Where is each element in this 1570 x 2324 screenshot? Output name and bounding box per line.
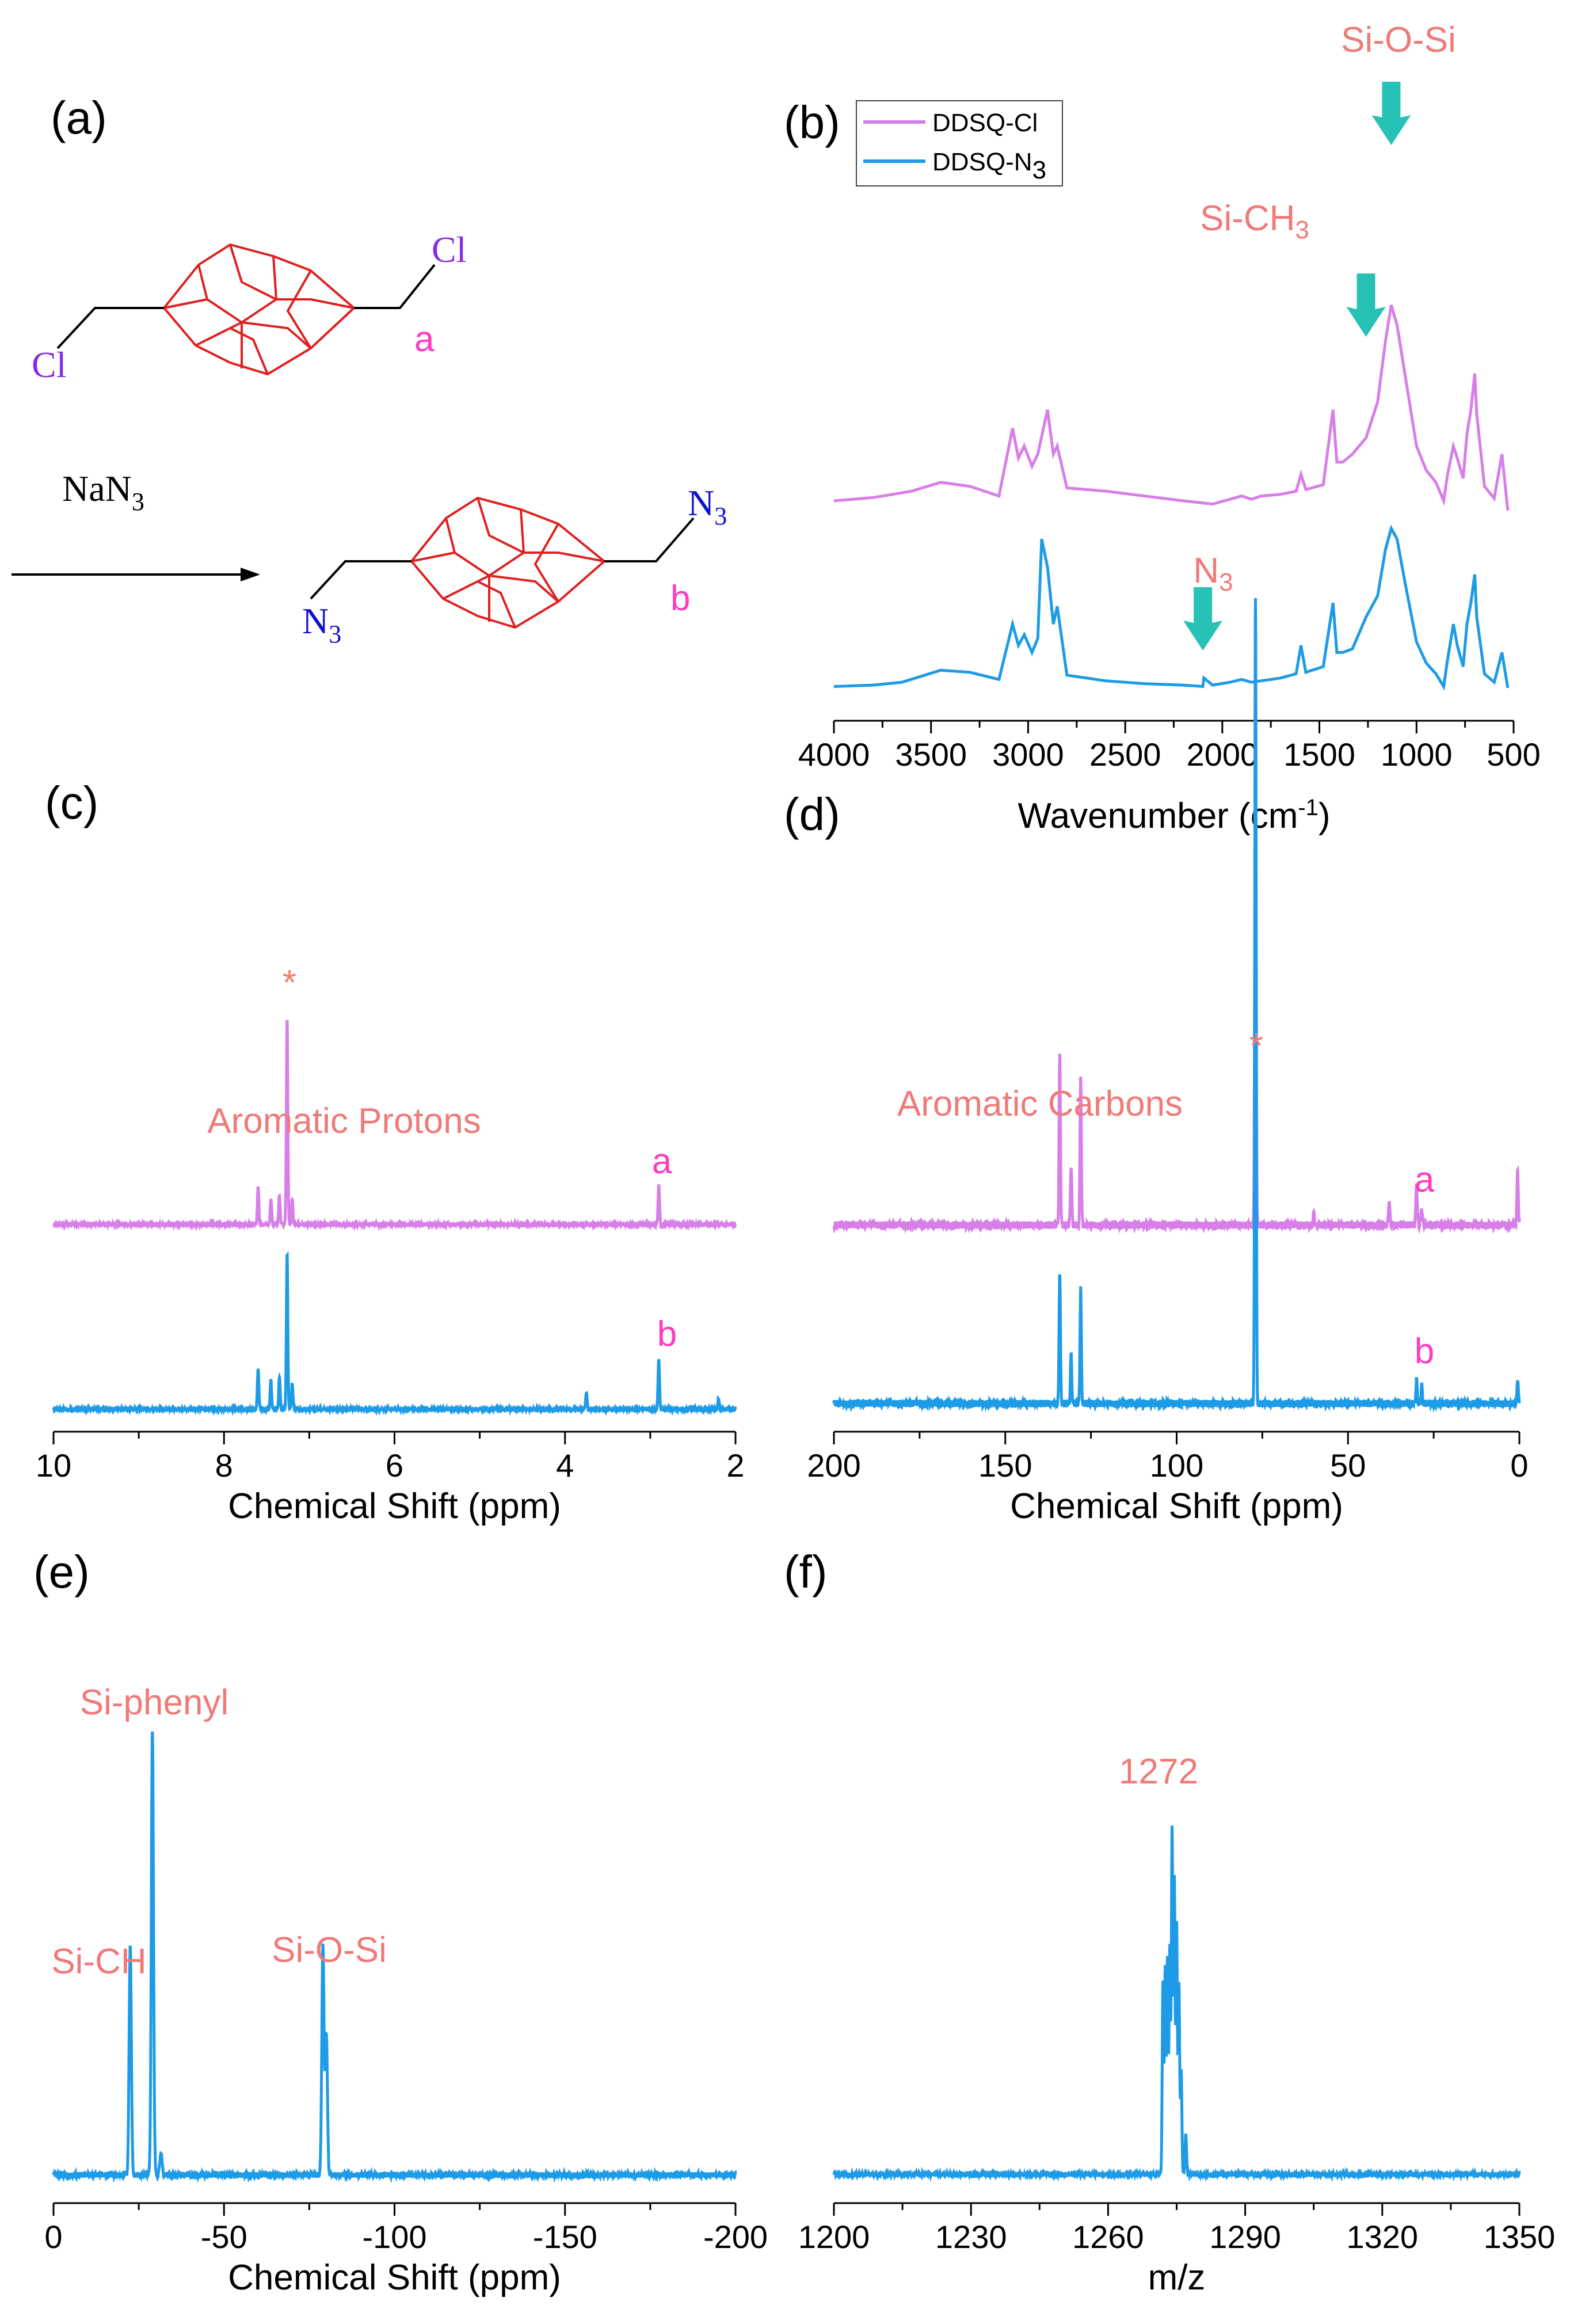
x-tick-label: -50 (201, 2219, 247, 2255)
x-tick-label: 10 (36, 1447, 71, 1484)
annotation-label: N3 (1193, 551, 1233, 596)
x-tick-label: 4 (556, 1447, 574, 1484)
x-tick-label: 3000 (992, 736, 1064, 773)
x-tick-label: 1260 (1072, 2219, 1144, 2255)
annotation-label: Aromatic Carbons (897, 1084, 1183, 1124)
x-tick-label: 1200 (798, 2219, 870, 2255)
h1-nmr-chart: 10 8 6 4 2 Chemical Shift (ppm) * Aromatic Prot… (36, 963, 745, 1526)
panel-label-c: (c) (45, 777, 98, 828)
label-b-scheme: b (670, 579, 690, 618)
x-tick-label: 1500 (1283, 736, 1355, 773)
x-tick-label: 4000 (798, 736, 870, 773)
annotation-label: * (1249, 1026, 1263, 1066)
x-tick-label: 1000 (1381, 736, 1453, 773)
annotation-label: b (1415, 1332, 1434, 1371)
x-axis-title: Chemical Shift (ppm) (228, 2258, 561, 2298)
x-axis-title: m/z (1148, 2258, 1206, 2298)
spectrum-line-b (52, 1251, 737, 1417)
x-tick-label: 0 (44, 2219, 62, 2255)
chlorine-left: Cl (32, 344, 66, 385)
x-tick-label: -200 (703, 2219, 768, 2255)
annotation-label: Si-phenyl (80, 1683, 228, 1722)
x-tick-label: 2 (726, 1447, 744, 1484)
c13-nmr-chart: 200 150 100 50 0 Chemical Shift (ppm) * Aromati… (807, 598, 1529, 1526)
annotation-label: Aromatic Protons (207, 1101, 481, 1141)
x-tick-label: -100 (362, 2219, 426, 2255)
x-tick-label: 1350 (1484, 2219, 1556, 2255)
azide-right: N3 (688, 482, 727, 530)
annotation-label: * (283, 963, 296, 1003)
spectrum-line-29Si (52, 1731, 737, 2184)
x-tick-label: 150 (978, 1447, 1032, 1484)
x-tick-label: 0 (1510, 1447, 1528, 1484)
legend: DDSQ-Cl DDSQ-N3 (856, 100, 1063, 187)
annotation-label: b (657, 1314, 677, 1354)
x-tick-label: 1320 (1347, 2219, 1419, 2255)
spectrum-line-b (832, 598, 1521, 1413)
spectrum-line-MALDI-TOF (832, 1825, 1521, 2182)
panel-label-f: (f) (784, 1546, 828, 1597)
azidomethyl-arms (310, 517, 695, 600)
panel-label-e: (e) (33, 1546, 90, 1597)
x-tick-label: 1290 (1209, 2219, 1281, 2255)
x-tick-label: -150 (533, 2219, 597, 2255)
legend-label: DDSQ-N3 (932, 148, 1046, 184)
series-line-ddsq-cl (833, 305, 1510, 511)
annotation-label: a (652, 1142, 672, 1181)
series-line-ddsq-n3 (833, 524, 1510, 691)
annotation-arrow (1183, 587, 1223, 651)
annotation-arrow (1346, 273, 1386, 337)
azide-left: N3 (302, 600, 341, 648)
reaction-scheme: Cl Cl a NaN3 N3 N3 b (12, 229, 727, 648)
spectrum-line-a (52, 1020, 737, 1231)
legend-label: DDSQ-Cl (932, 109, 1038, 137)
x-tick-label: 6 (386, 1447, 403, 1484)
panel-label-d: (d) (784, 789, 840, 840)
chloromethyl-arms (56, 264, 436, 349)
cage-structure-n3 (410, 496, 607, 629)
x-tick-label: 3500 (895, 736, 967, 773)
annotation-arrow (1371, 82, 1411, 145)
panel-label-a: (a) (51, 92, 107, 143)
spectrum-line-a (832, 626, 1521, 1234)
x-tick-label: 2000 (1187, 736, 1259, 773)
x-axis-title: Chemical Shift (ppm) (1010, 1486, 1343, 1526)
maldi-tof-chart: 1200 1230 1260 1290 1320 1350 m/z 1272 (798, 1752, 1556, 2298)
annotation-label: Si-O-Si (272, 1930, 387, 1970)
annotation-label: Si-CH (51, 1942, 146, 1981)
annotation-label: a (1415, 1160, 1435, 1200)
si29-nmr-chart: 0 -50 -100 -150 -200 Chemical Shift (ppm) Si-p… (44, 1683, 768, 2298)
x-tick-label: 500 (1487, 736, 1540, 773)
ftir-chart: 4000 3500 3000 2500 2000 1500 1000 500DDSQ-ClDD… (798, 20, 1541, 836)
reaction-arrow-head (241, 568, 260, 581)
annotation-label: Si-O-Si (1341, 20, 1456, 60)
x-tick-label: 100 (1150, 1447, 1203, 1484)
annotation-label: Si-CH3 (1200, 199, 1309, 244)
x-tick-label: 2500 (1089, 736, 1161, 773)
cage-structure-cl (162, 243, 356, 376)
x-axis-title: Chemical Shift (ppm) (228, 1486, 561, 1526)
x-tick-label: 1230 (935, 2219, 1007, 2255)
x-axis-title: Wavenumber (cm-1) (1018, 795, 1330, 836)
reagent-label: NaN3 (62, 468, 144, 516)
x-tick-label: 200 (807, 1447, 860, 1484)
x-tick-label: 50 (1330, 1447, 1366, 1484)
panel-label-b: (b) (784, 97, 840, 148)
x-tick-label: 8 (215, 1447, 233, 1484)
legend-box (856, 100, 1063, 187)
label-a-scheme: a (414, 319, 435, 359)
annotation-label: 1272 (1119, 1752, 1198, 1792)
chlorine-right: Cl (432, 229, 466, 270)
